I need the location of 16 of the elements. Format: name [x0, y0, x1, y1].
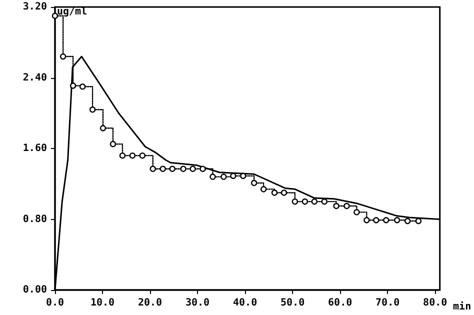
x-tick-label: 60.0: [328, 298, 352, 308]
y-tick-label: 2.40: [22, 72, 47, 84]
x-tick-label: 70.0: [376, 298, 400, 308]
x-axis-title: min: [453, 300, 472, 312]
y-tick-label: 1.60: [22, 143, 47, 154]
x-tick-label: 40.0: [233, 298, 258, 308]
x-tick-label: 10.0: [90, 298, 115, 308]
x-tick-label: 0.0: [46, 298, 64, 308]
x-tick-label: 20.0: [138, 298, 162, 308]
y-tick-label: 0.00: [22, 284, 47, 296]
y-axis-title: ug/ml: [57, 6, 88, 18]
x-tick-label: 30.0: [185, 298, 210, 308]
x-tick-label: 80.0: [423, 298, 448, 308]
x-tick-label: 50.0: [280, 298, 305, 308]
y-tick-label: 0.80: [22, 214, 47, 225]
y-tick-label: 3.20: [22, 2, 47, 12]
